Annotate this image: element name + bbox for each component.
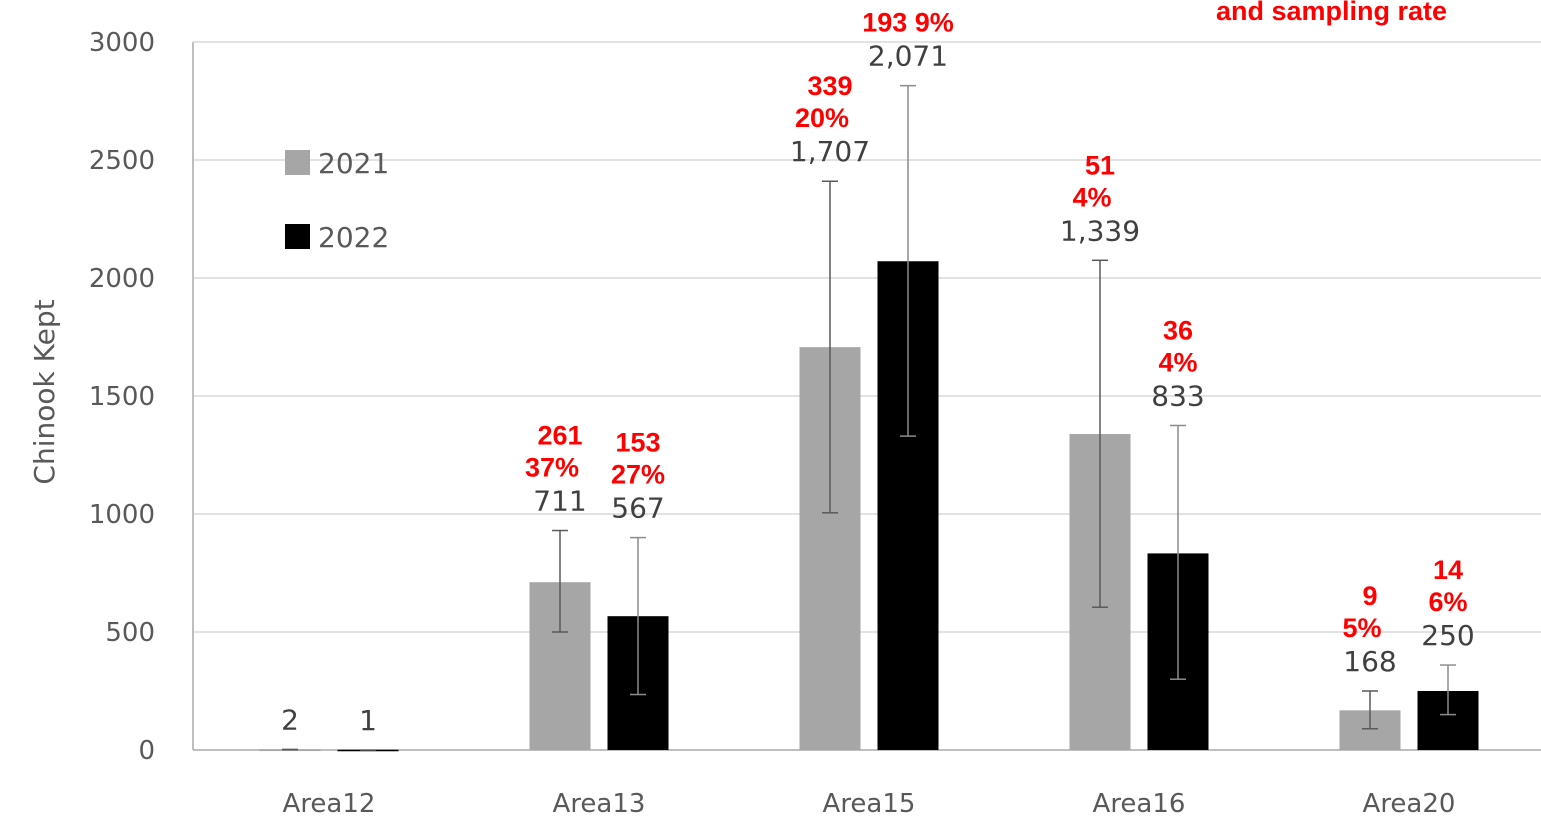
annotation-label: 20% [795, 103, 849, 133]
annotation-label: 14 [1433, 555, 1463, 585]
annotation-label: 37% [525, 453, 579, 483]
value-label: 250 [1421, 619, 1474, 652]
value-label: 567 [611, 492, 664, 525]
annotation-label: 261 [537, 421, 582, 451]
y-axis-title: Chinook Kept [28, 299, 61, 484]
value-label: 1,707 [790, 135, 870, 168]
annotation-label: 339 [807, 71, 852, 101]
annotation-label: 6% [1428, 587, 1467, 617]
y-tick-label: 0 [138, 736, 155, 766]
x-tick-label: Area16 [1093, 789, 1186, 819]
annotation-label: 4% [1072, 182, 1111, 212]
error-bars [282, 84, 1456, 751]
annotation-label: 9 [1362, 581, 1377, 611]
bars [259, 261, 1479, 752]
annotation-label: 36 [1163, 316, 1193, 346]
value-label: 2 [281, 704, 299, 737]
y-tick-label: 1500 [89, 382, 155, 412]
x-tick-label: Area12 [283, 789, 376, 819]
legend-swatch-2021 [285, 150, 310, 175]
annotation-label: 153 [615, 428, 660, 458]
annotation-label: 5% [1342, 613, 1381, 643]
y-tick-label: 1000 [89, 500, 155, 530]
legend-swatch-2022 [285, 224, 310, 249]
annotation-label: 51 [1085, 150, 1115, 180]
y-tick-label: 2000 [89, 264, 155, 294]
legend-label: 2022 [318, 221, 389, 254]
annotation-label: 27% [611, 460, 665, 490]
y-tick-label: 2500 [89, 146, 155, 176]
value-label: 833 [1151, 380, 1204, 413]
y-tick-label: 500 [105, 618, 155, 648]
annotation-label: 193 9% [862, 8, 954, 38]
y-tick-label: 3000 [89, 28, 155, 58]
annotation-label: 4% [1158, 348, 1197, 378]
legend-label: 2021 [318, 147, 389, 180]
value-label: 2,071 [868, 40, 948, 73]
value-label: 168 [1343, 645, 1396, 678]
x-axis: Area12 Area13 Area15 Area16 Area20 [283, 789, 1456, 819]
legend: 2021 2022 [285, 147, 389, 254]
data-labels: 271126137%1,70733920%1,339514%16895%1567… [281, 8, 1475, 737]
y-axis: 0 500 1000 1500 2000 2500 3000 [89, 28, 194, 766]
x-tick-label: Area20 [1363, 789, 1456, 819]
x-tick-label: Area13 [553, 789, 646, 819]
sampling-note: and sampling rate [1216, 0, 1447, 26]
value-label: 1,339 [1060, 214, 1140, 247]
gridlines [193, 41, 1541, 751]
value-label: 711 [533, 485, 586, 518]
x-tick-label: Area15 [823, 789, 916, 819]
value-label: 1 [359, 704, 377, 737]
